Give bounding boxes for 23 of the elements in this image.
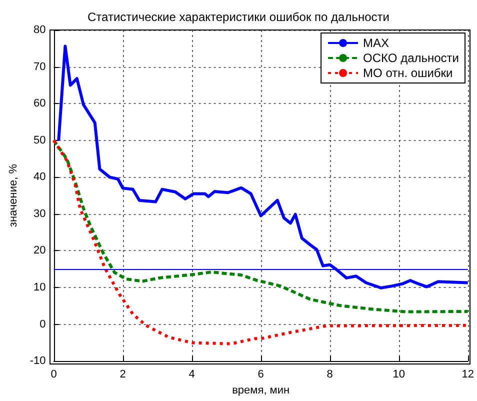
x-axis-title: время, мин: [232, 384, 290, 396]
x-tick-label: 6: [258, 368, 264, 381]
legend-label: ОСКО дальности: [363, 51, 459, 65]
y-tick-label: 0: [40, 318, 46, 330]
x-tick-label: 12: [462, 368, 474, 381]
x-tick-label: 0: [50, 368, 57, 381]
chart-title: Статистические характеристики ошибок по дальности: [88, 10, 390, 24]
x-tick-label: 10: [392, 368, 405, 381]
y-axis-title: значение, %: [8, 164, 20, 228]
x-tick-label: 2: [120, 368, 126, 381]
y-tick-label: 40: [34, 171, 46, 184]
y-tick-label: 70: [34, 60, 46, 73]
y-tick-label: 50: [34, 134, 46, 146]
y-tick-label: 80: [34, 24, 46, 36]
y-tick-label: 30: [34, 208, 46, 220]
y-tick-label: 10: [34, 282, 46, 294]
x-tick-label: 8: [326, 368, 333, 381]
legend-label: МО отн. ошибки: [363, 66, 453, 80]
y-tick-label: 60: [34, 98, 46, 110]
legend-label: MAX: [363, 36, 390, 50]
x-tick-label: 4: [188, 368, 195, 381]
y-tick-label: -10: [30, 355, 46, 368]
y-tick-label: 20: [34, 244, 46, 257]
